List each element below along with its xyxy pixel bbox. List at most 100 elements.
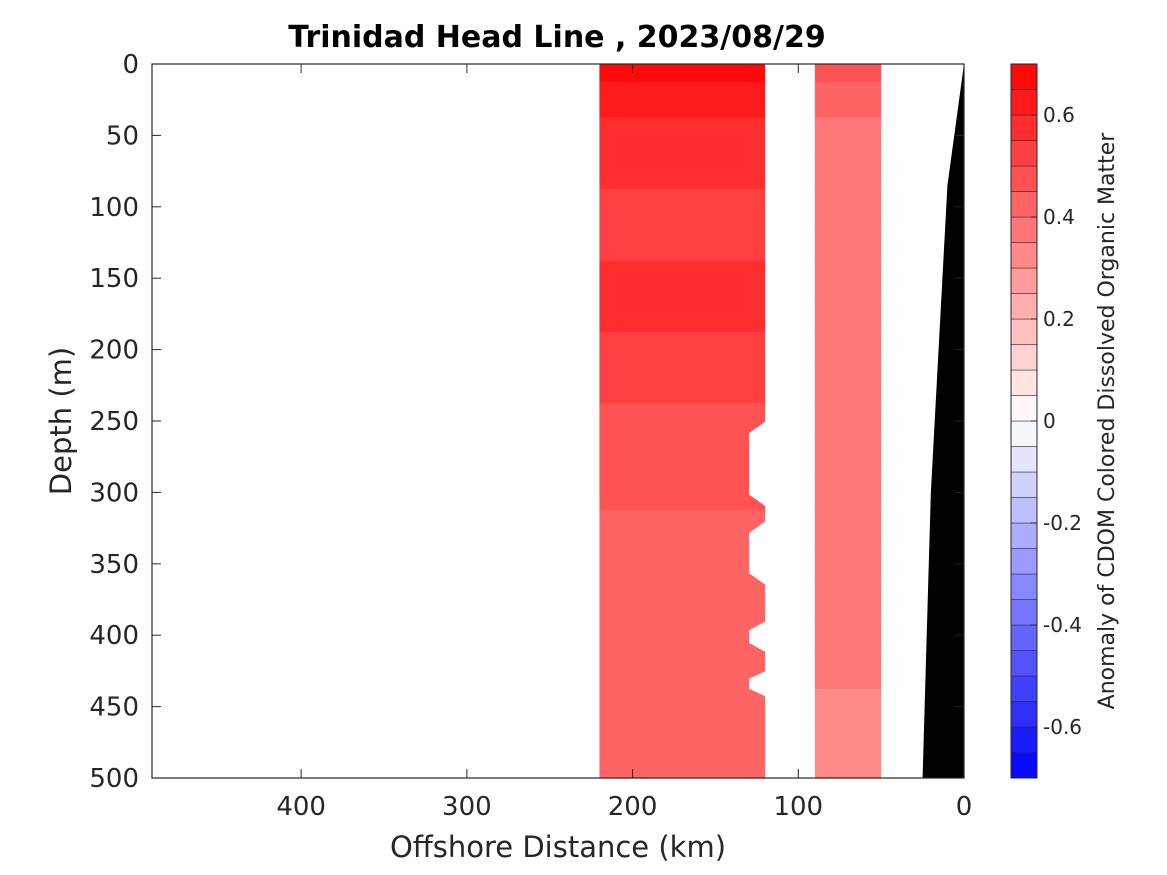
chart-title: Trinidad Head Line , 2023/08/29 xyxy=(288,20,825,55)
colorbar-band xyxy=(1010,369,1038,396)
colorbar-band xyxy=(1010,497,1038,524)
section-cell xyxy=(814,510,882,547)
section-cell xyxy=(814,581,882,618)
section-2 xyxy=(814,64,882,779)
bathymetry-seafloor xyxy=(922,64,964,778)
colorbar-tick-label: 0.4 xyxy=(1043,205,1075,229)
section-cell xyxy=(599,653,766,690)
colorbar-band xyxy=(1010,242,1038,269)
section-cell xyxy=(599,224,766,261)
y-tick-label: 250 xyxy=(89,407,139,437)
colorbar-band xyxy=(1010,446,1038,473)
section-cell xyxy=(814,688,882,726)
section-cell xyxy=(814,81,882,119)
y-tick-label: 350 xyxy=(89,550,139,580)
colorbar-band xyxy=(1010,599,1038,626)
colorbar-band xyxy=(1010,420,1038,447)
colorbar-band xyxy=(1010,726,1038,753)
section-contours xyxy=(599,64,882,779)
colorbar-title: Anomaly of CDOM Colored Dissolved Organi… xyxy=(1095,132,1120,710)
x-tick-label: 300 xyxy=(442,792,492,822)
colorbar-tick-label: -0.2 xyxy=(1043,511,1082,535)
data-gap-notch xyxy=(749,520,767,586)
colorbar-tick-label: 0.2 xyxy=(1043,307,1075,331)
section-cell xyxy=(599,81,766,119)
colorbar-band xyxy=(1010,701,1038,728)
plot-area: 400 300 200 100 0 0 50 100 150 200 250 300 350 400 45… xyxy=(89,50,972,822)
section-cell xyxy=(814,653,882,690)
colorbar-band xyxy=(1010,573,1038,600)
x-tick-label: 400 xyxy=(276,792,326,822)
section-cell xyxy=(814,188,882,226)
y-tick-label: 100 xyxy=(89,193,139,223)
colorbar-bands xyxy=(1010,63,1038,779)
y-tick-label: 50 xyxy=(106,121,139,151)
section-cell xyxy=(814,117,882,154)
section-cell xyxy=(814,153,882,190)
colorbar-band xyxy=(1010,89,1038,116)
section-cell xyxy=(599,296,766,333)
colorbar-band xyxy=(1010,624,1038,651)
colorbar-band xyxy=(1010,522,1038,549)
section-cell xyxy=(814,724,882,761)
x-tick-label: 100 xyxy=(773,792,823,822)
colorbar-band xyxy=(1010,675,1038,702)
section-cell xyxy=(814,224,882,261)
colorbar-tick-label: 0 xyxy=(1043,409,1056,433)
bathymetry xyxy=(922,64,964,778)
section-cell xyxy=(599,331,766,369)
section-cell xyxy=(814,367,882,404)
section-cell xyxy=(814,438,882,476)
section-cell xyxy=(599,545,766,583)
colorbar-band xyxy=(1010,395,1038,422)
section-cell xyxy=(599,188,766,226)
section-cell xyxy=(599,688,766,726)
section-cell xyxy=(814,617,882,654)
y-tick-label: 400 xyxy=(89,621,139,651)
section-cell xyxy=(599,403,766,440)
colorbar-tick-label: -0.6 xyxy=(1043,715,1082,739)
section-cell xyxy=(814,260,882,297)
section-cell xyxy=(814,296,882,333)
data-gap-notches xyxy=(749,421,767,697)
section-cell xyxy=(814,474,882,511)
colorbar-band xyxy=(1010,471,1038,498)
y-axis-title: Depth (m) xyxy=(44,347,78,495)
data-gap-notch xyxy=(749,670,767,697)
colorbar-tick-label: 0.6 xyxy=(1043,103,1075,127)
section-cell xyxy=(599,117,766,154)
section-cell xyxy=(814,403,882,440)
colorbar-band xyxy=(1010,344,1038,371)
colorbar-band xyxy=(1010,548,1038,575)
section-cell xyxy=(599,724,766,761)
y-tick-label: 0 xyxy=(122,50,139,80)
section-cell xyxy=(599,760,766,779)
colorbar-band xyxy=(1010,267,1038,294)
colorbar-band xyxy=(1010,650,1038,677)
section-cell xyxy=(599,153,766,190)
x-tick-label: 200 xyxy=(608,792,658,822)
y-tick-label: 300 xyxy=(89,478,139,508)
y-tick-label: 200 xyxy=(89,336,139,366)
y-tick-label: 500 xyxy=(89,764,139,794)
colorbar-band xyxy=(1010,114,1038,141)
x-axis-title: Offshore Distance (km) xyxy=(390,830,726,864)
colorbar-band xyxy=(1010,191,1038,218)
colorbar-tick-label: -0.4 xyxy=(1043,613,1082,637)
x-axis: 400 300 200 100 0 xyxy=(276,64,972,822)
colorbar-band xyxy=(1010,318,1038,345)
y-axis: 0 50 100 150 200 250 300 350 400 450 500 xyxy=(89,50,964,794)
colorbar-ticks: 0.6 0.4 0.2 0 -0.2 -0.4 -0.6 xyxy=(1031,103,1082,739)
section-cell xyxy=(599,438,766,476)
section-cell xyxy=(599,64,766,83)
colorbar-band xyxy=(1010,63,1038,90)
section-cell xyxy=(814,64,882,83)
y-tick-label: 150 xyxy=(89,264,139,294)
x-tick-label: 0 xyxy=(956,792,973,822)
data-gap-notch xyxy=(749,421,767,507)
section-cell xyxy=(599,617,766,654)
section-cell xyxy=(599,367,766,404)
section-cell xyxy=(599,474,766,511)
section-cell xyxy=(814,760,882,779)
